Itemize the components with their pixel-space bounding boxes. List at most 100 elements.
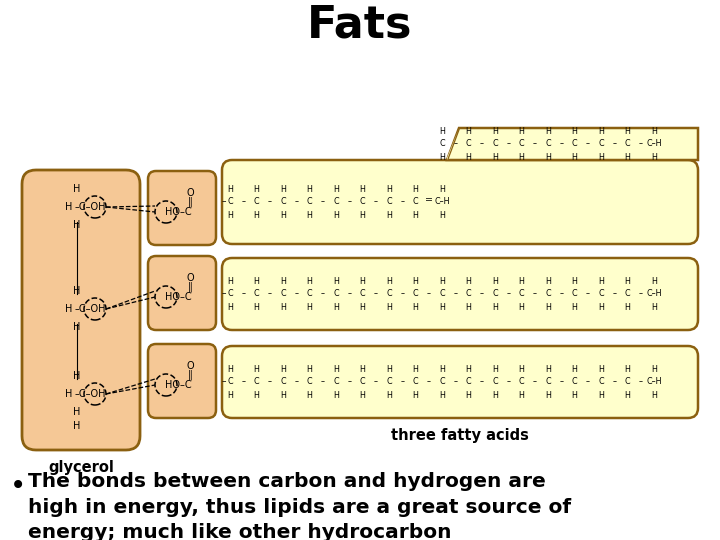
Text: –: – — [294, 198, 298, 206]
Text: H: H — [651, 126, 657, 136]
Text: –: – — [559, 139, 563, 148]
Text: –: – — [222, 289, 226, 299]
Text: H: H — [333, 390, 339, 400]
Text: three fatty acids: three fatty acids — [391, 428, 529, 443]
Text: H: H — [518, 152, 524, 161]
Text: C: C — [360, 289, 365, 299]
Text: H: H — [466, 390, 472, 400]
Text: HO–C: HO–C — [165, 292, 192, 302]
Text: H: H — [73, 371, 81, 381]
Text: H: H — [386, 302, 392, 312]
Text: C–H: C–H — [647, 139, 662, 148]
Text: H: H — [253, 302, 259, 312]
Text: H: H — [466, 302, 472, 312]
Text: C: C — [228, 377, 233, 387]
Text: –: – — [374, 377, 378, 387]
Text: HO–C: HO–C — [165, 380, 192, 390]
Text: glycerol: glycerol — [48, 460, 114, 475]
Text: H: H — [359, 276, 366, 286]
Text: –: – — [241, 198, 246, 206]
Text: H: H — [624, 126, 631, 136]
Text: –: – — [320, 289, 325, 299]
Text: H: H — [386, 185, 392, 193]
Text: H: H — [439, 211, 445, 219]
Text: H: H — [73, 421, 81, 431]
Text: C: C — [413, 377, 418, 387]
Text: H: H — [651, 152, 657, 161]
Text: C: C — [228, 198, 233, 206]
Text: C: C — [466, 377, 472, 387]
Text: –: – — [480, 289, 484, 299]
Text: H: H — [572, 276, 577, 286]
Text: H: H — [359, 185, 366, 193]
Text: H: H — [492, 364, 498, 374]
Text: C: C — [572, 377, 577, 387]
Text: H: H — [624, 276, 631, 286]
Text: –: – — [294, 377, 298, 387]
Text: –C–OH: –C–OH — [75, 202, 107, 212]
Text: H: H — [413, 390, 418, 400]
Text: H: H — [280, 185, 286, 193]
Text: –: – — [586, 377, 590, 387]
Text: H: H — [253, 364, 259, 374]
Text: C: C — [360, 377, 365, 387]
Text: C: C — [280, 289, 286, 299]
Text: H: H — [413, 211, 418, 219]
Text: C: C — [518, 289, 524, 299]
Text: –: – — [347, 289, 351, 299]
Text: Fats: Fats — [307, 3, 413, 46]
Text: H: H — [280, 364, 286, 374]
Text: •: • — [10, 472, 26, 500]
Text: H: H — [518, 364, 524, 374]
Text: The bonds between carbon and hydrogen are
high in energy, thus lipids are a grea: The bonds between carbon and hydrogen ar… — [28, 472, 571, 540]
Text: C: C — [439, 377, 445, 387]
Text: H: H — [359, 302, 366, 312]
Text: H: H — [386, 211, 392, 219]
Text: H: H — [624, 390, 631, 400]
Text: C: C — [466, 139, 472, 148]
Text: H: H — [333, 185, 339, 193]
Text: C: C — [598, 139, 604, 148]
Text: H: H — [227, 211, 233, 219]
Text: –: – — [294, 289, 298, 299]
Text: –: – — [586, 289, 590, 299]
Text: H: H — [280, 390, 286, 400]
Text: H: H — [466, 276, 472, 286]
Text: H: H — [307, 276, 312, 286]
Text: H: H — [359, 211, 366, 219]
Text: H: H — [439, 185, 445, 193]
Text: H: H — [624, 152, 631, 161]
Text: –: – — [480, 139, 484, 148]
Text: H: H — [624, 302, 631, 312]
Polygon shape — [447, 128, 459, 160]
Text: C: C — [518, 377, 524, 387]
Text: –: – — [454, 139, 457, 148]
Text: H: H — [66, 202, 73, 212]
Text: ‖: ‖ — [188, 370, 192, 380]
Text: H: H — [651, 390, 657, 400]
Text: H: H — [651, 302, 657, 312]
Text: C: C — [545, 139, 551, 148]
Text: –: – — [320, 377, 325, 387]
Text: H: H — [651, 276, 657, 286]
Text: –: – — [374, 289, 378, 299]
Text: H: H — [386, 276, 392, 286]
Text: O: O — [186, 188, 194, 198]
Text: H: H — [492, 302, 498, 312]
Text: –: – — [612, 377, 616, 387]
Text: H: H — [572, 152, 577, 161]
Text: H: H — [545, 126, 551, 136]
Text: –: – — [639, 289, 643, 299]
Text: –: – — [427, 377, 431, 387]
Text: C: C — [413, 289, 418, 299]
Text: H: H — [518, 276, 524, 286]
Text: C: C — [439, 289, 445, 299]
Text: –: – — [454, 377, 457, 387]
Text: H: H — [73, 286, 81, 296]
Text: H: H — [359, 390, 366, 400]
Text: H: H — [545, 152, 551, 161]
Text: –C–OH: –C–OH — [75, 304, 107, 314]
Text: H: H — [280, 276, 286, 286]
Text: –: – — [533, 289, 536, 299]
Text: O: O — [186, 273, 194, 283]
